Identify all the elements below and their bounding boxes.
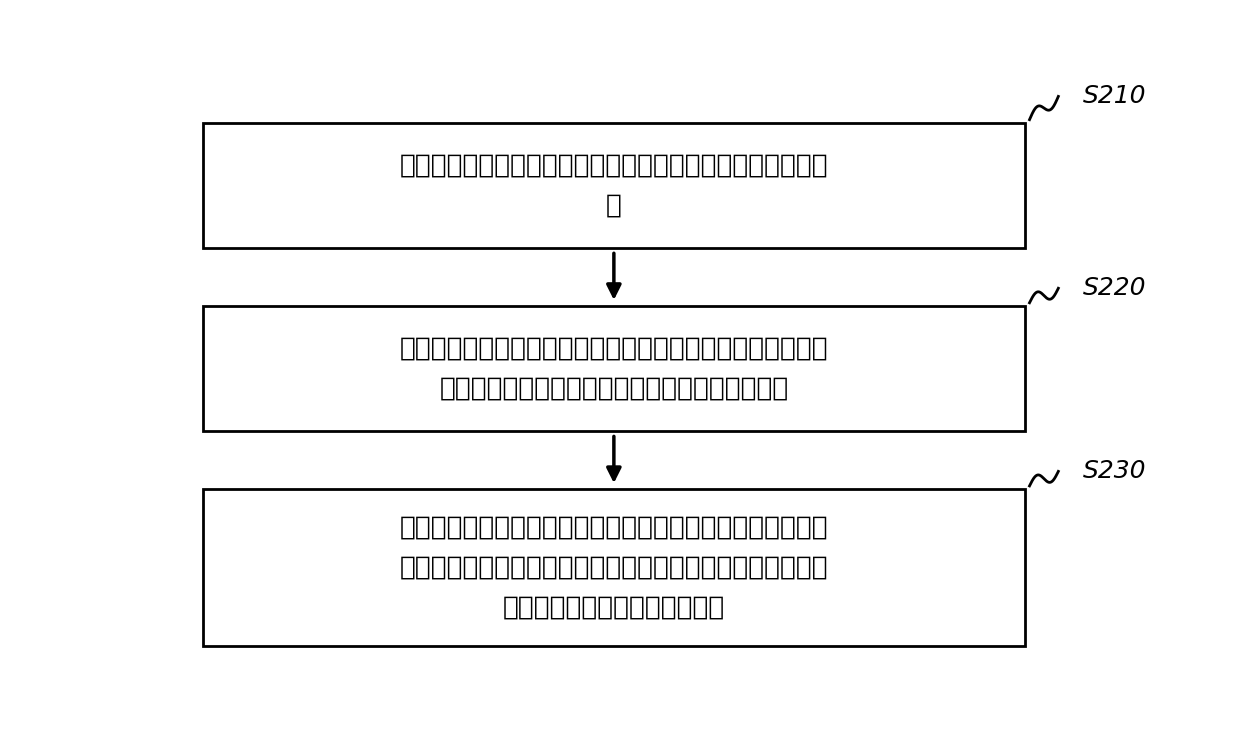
Text: S220: S220	[1083, 276, 1146, 300]
Bar	[203, 488, 1024, 646]
Text: 以三维建筑模型中的初始位置为起点，根据单层建筑模型的样
式和尺寸的信息，朝向需要改层的方向更改层数的单层建筑模
型，生成处理后的三维建筑模型: 以三维建筑模型中的初始位置为起点，根据单层建筑模型的样 式和尺寸的信息，朝向需要…	[399, 514, 828, 621]
Text: 获取预设的需要更改的层数的信息，需要改层的三维建筑模型
中的初始位置的信息，以及需要改层的方向的信息: 获取预设的需要更改的层数的信息，需要改层的三维建筑模型 中的初始位置的信息，以及…	[399, 335, 828, 401]
Bar	[203, 306, 1024, 430]
Bar	[203, 122, 1024, 248]
Text: S230: S230	[1083, 459, 1146, 483]
Text: 获取待处理的三维建筑模型中单层建筑模型的样式和尺寸的信
息: 获取待处理的三维建筑模型中单层建筑模型的样式和尺寸的信 息	[399, 152, 828, 218]
Text: S210: S210	[1083, 85, 1146, 109]
